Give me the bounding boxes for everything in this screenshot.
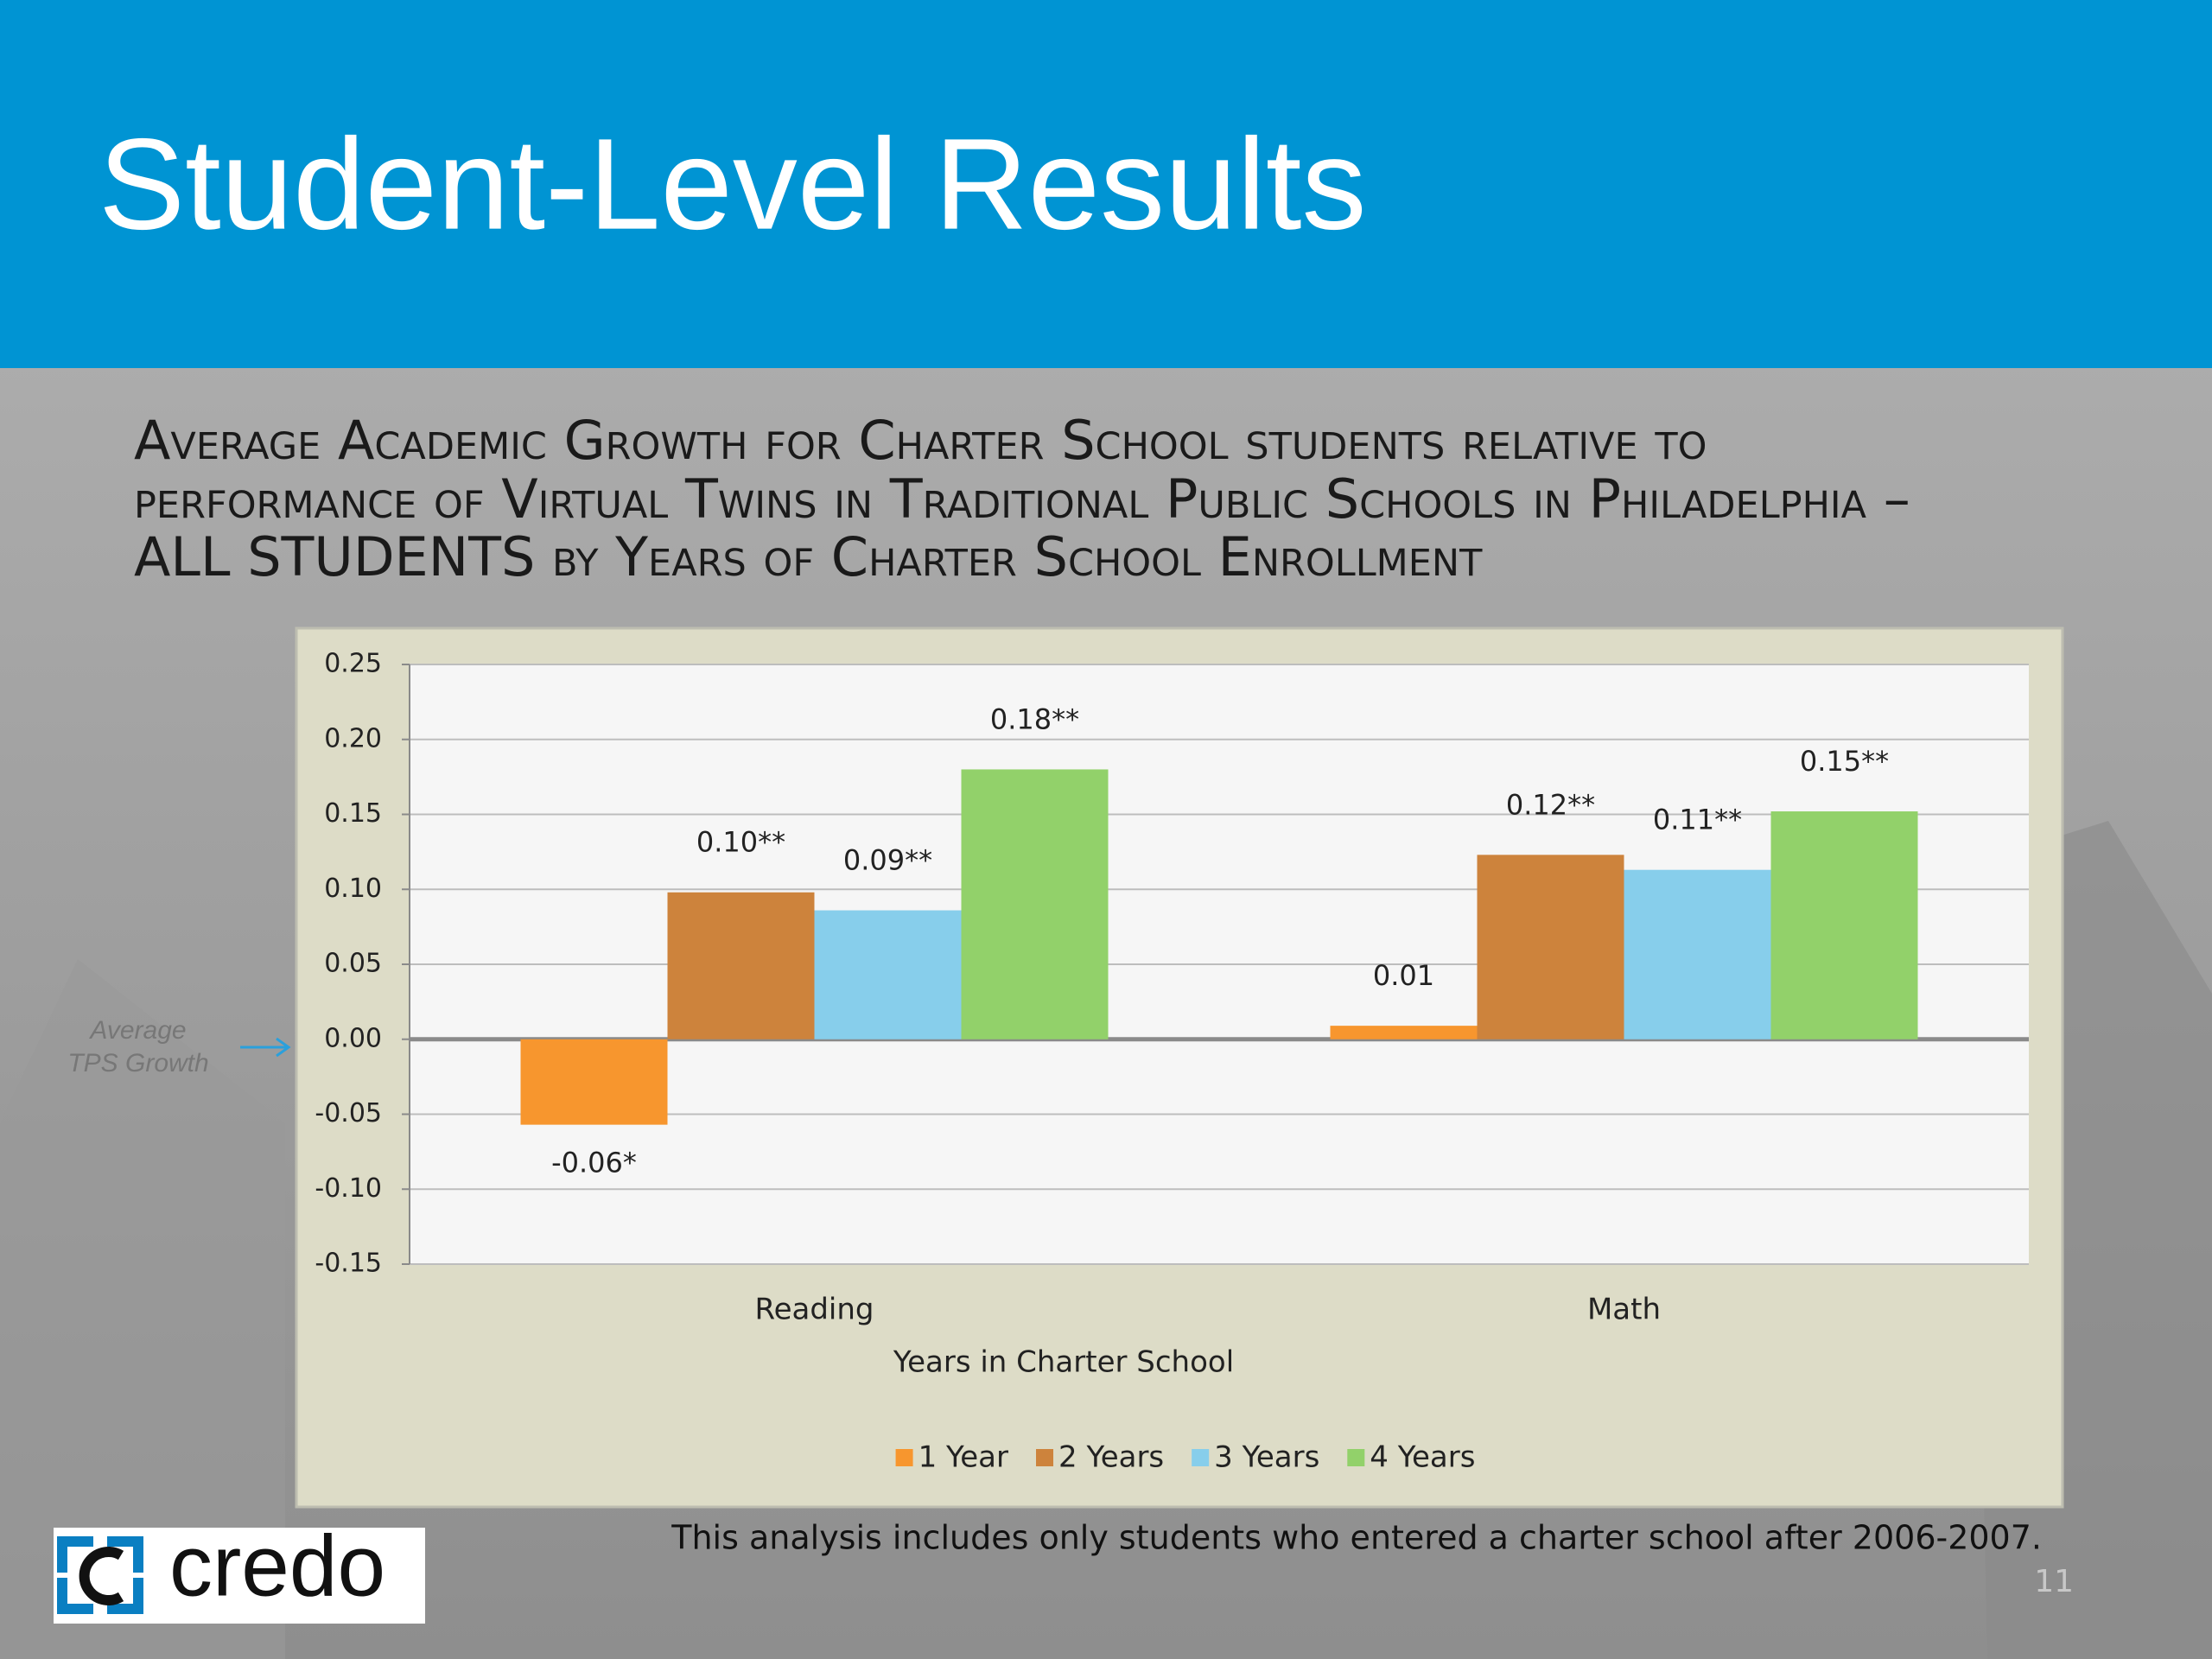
x-tick-label: Math bbox=[1587, 1293, 1661, 1327]
legend-label: 1 Year bbox=[918, 1440, 1008, 1475]
x-tick-label: Reading bbox=[754, 1293, 874, 1327]
data-label: 0.09** bbox=[843, 844, 932, 877]
heading-line: performance of Virtual Twins in Traditio… bbox=[134, 467, 1910, 531]
legend-label: 3 Years bbox=[1214, 1440, 1319, 1475]
legend-swatch bbox=[1036, 1449, 1054, 1466]
chart: -0.15 -0.10 -0.05 0.00 0.05 0.10 0.15 0.20 0.25 R… bbox=[315, 649, 2029, 1475]
heading-line: Average Academic Growth for Charter Scho… bbox=[134, 409, 1707, 472]
y-tick-label: 0.10 bbox=[324, 874, 382, 904]
y-tick-label: 0.20 bbox=[324, 723, 382, 753]
data-label: 0.18** bbox=[990, 702, 1079, 735]
logo: credo bbox=[54, 1517, 425, 1624]
page-number: 11 bbox=[2034, 1564, 2074, 1599]
y-tick-label: 0.25 bbox=[324, 649, 382, 679]
bar bbox=[667, 892, 815, 1039]
heading-line: ALL STUDENTS by Years of Charter School … bbox=[134, 525, 1483, 588]
data-label: 0.15** bbox=[1800, 745, 1889, 778]
data-label: -0.06* bbox=[551, 1147, 637, 1179]
data-label: 0.01 bbox=[1373, 959, 1434, 992]
y-tick-label: 0.15 bbox=[324, 798, 382, 829]
footnote: This analysis includes only students who… bbox=[671, 1519, 2042, 1557]
annotation-arrow bbox=[240, 1037, 291, 1058]
legend-label: 4 Years bbox=[1370, 1440, 1475, 1475]
bar bbox=[814, 910, 962, 1039]
bar bbox=[961, 769, 1109, 1039]
logo-text: credo bbox=[169, 1517, 385, 1614]
data-label: 0.10** bbox=[696, 826, 785, 859]
data-label: 0.12** bbox=[1506, 788, 1595, 821]
y-tick-label: 0.00 bbox=[324, 1023, 382, 1053]
y-tick-label: -0.05 bbox=[315, 1098, 382, 1128]
legend-swatch bbox=[895, 1449, 913, 1466]
annotation: Average TPS Growth bbox=[67, 1016, 208, 1077]
bar bbox=[520, 1039, 668, 1125]
legend: 1 Year 2 Years 3 Years 4 Years bbox=[895, 1440, 1475, 1475]
y-tick-label: 0.05 bbox=[324, 949, 382, 979]
y-tick-label: -0.10 bbox=[315, 1173, 382, 1204]
y-tick-label: -0.15 bbox=[315, 1249, 382, 1279]
x-axis-title: Years in Charter School bbox=[893, 1345, 1234, 1380]
annotation-text: TPS Growth bbox=[67, 1049, 208, 1077]
data-label: 0.11** bbox=[1653, 804, 1742, 836]
bar bbox=[1477, 855, 1624, 1039]
slide-title: Student-Level Results bbox=[99, 111, 1366, 257]
legend-swatch bbox=[1347, 1449, 1365, 1466]
logo-icon-c bbox=[79, 1547, 124, 1605]
backdrop-building bbox=[0, 959, 285, 1659]
bar bbox=[1624, 869, 1771, 1039]
header-band bbox=[0, 0, 2212, 368]
chart-heading: Average Academic Growth for Charter Scho… bbox=[134, 409, 1910, 588]
bar bbox=[1770, 811, 1918, 1039]
bar bbox=[1330, 1026, 1478, 1039]
annotation-text: Average bbox=[88, 1016, 186, 1045]
legend-swatch bbox=[1192, 1449, 1210, 1466]
legend-label: 2 Years bbox=[1058, 1440, 1164, 1475]
logo-icon bbox=[57, 1536, 143, 1614]
